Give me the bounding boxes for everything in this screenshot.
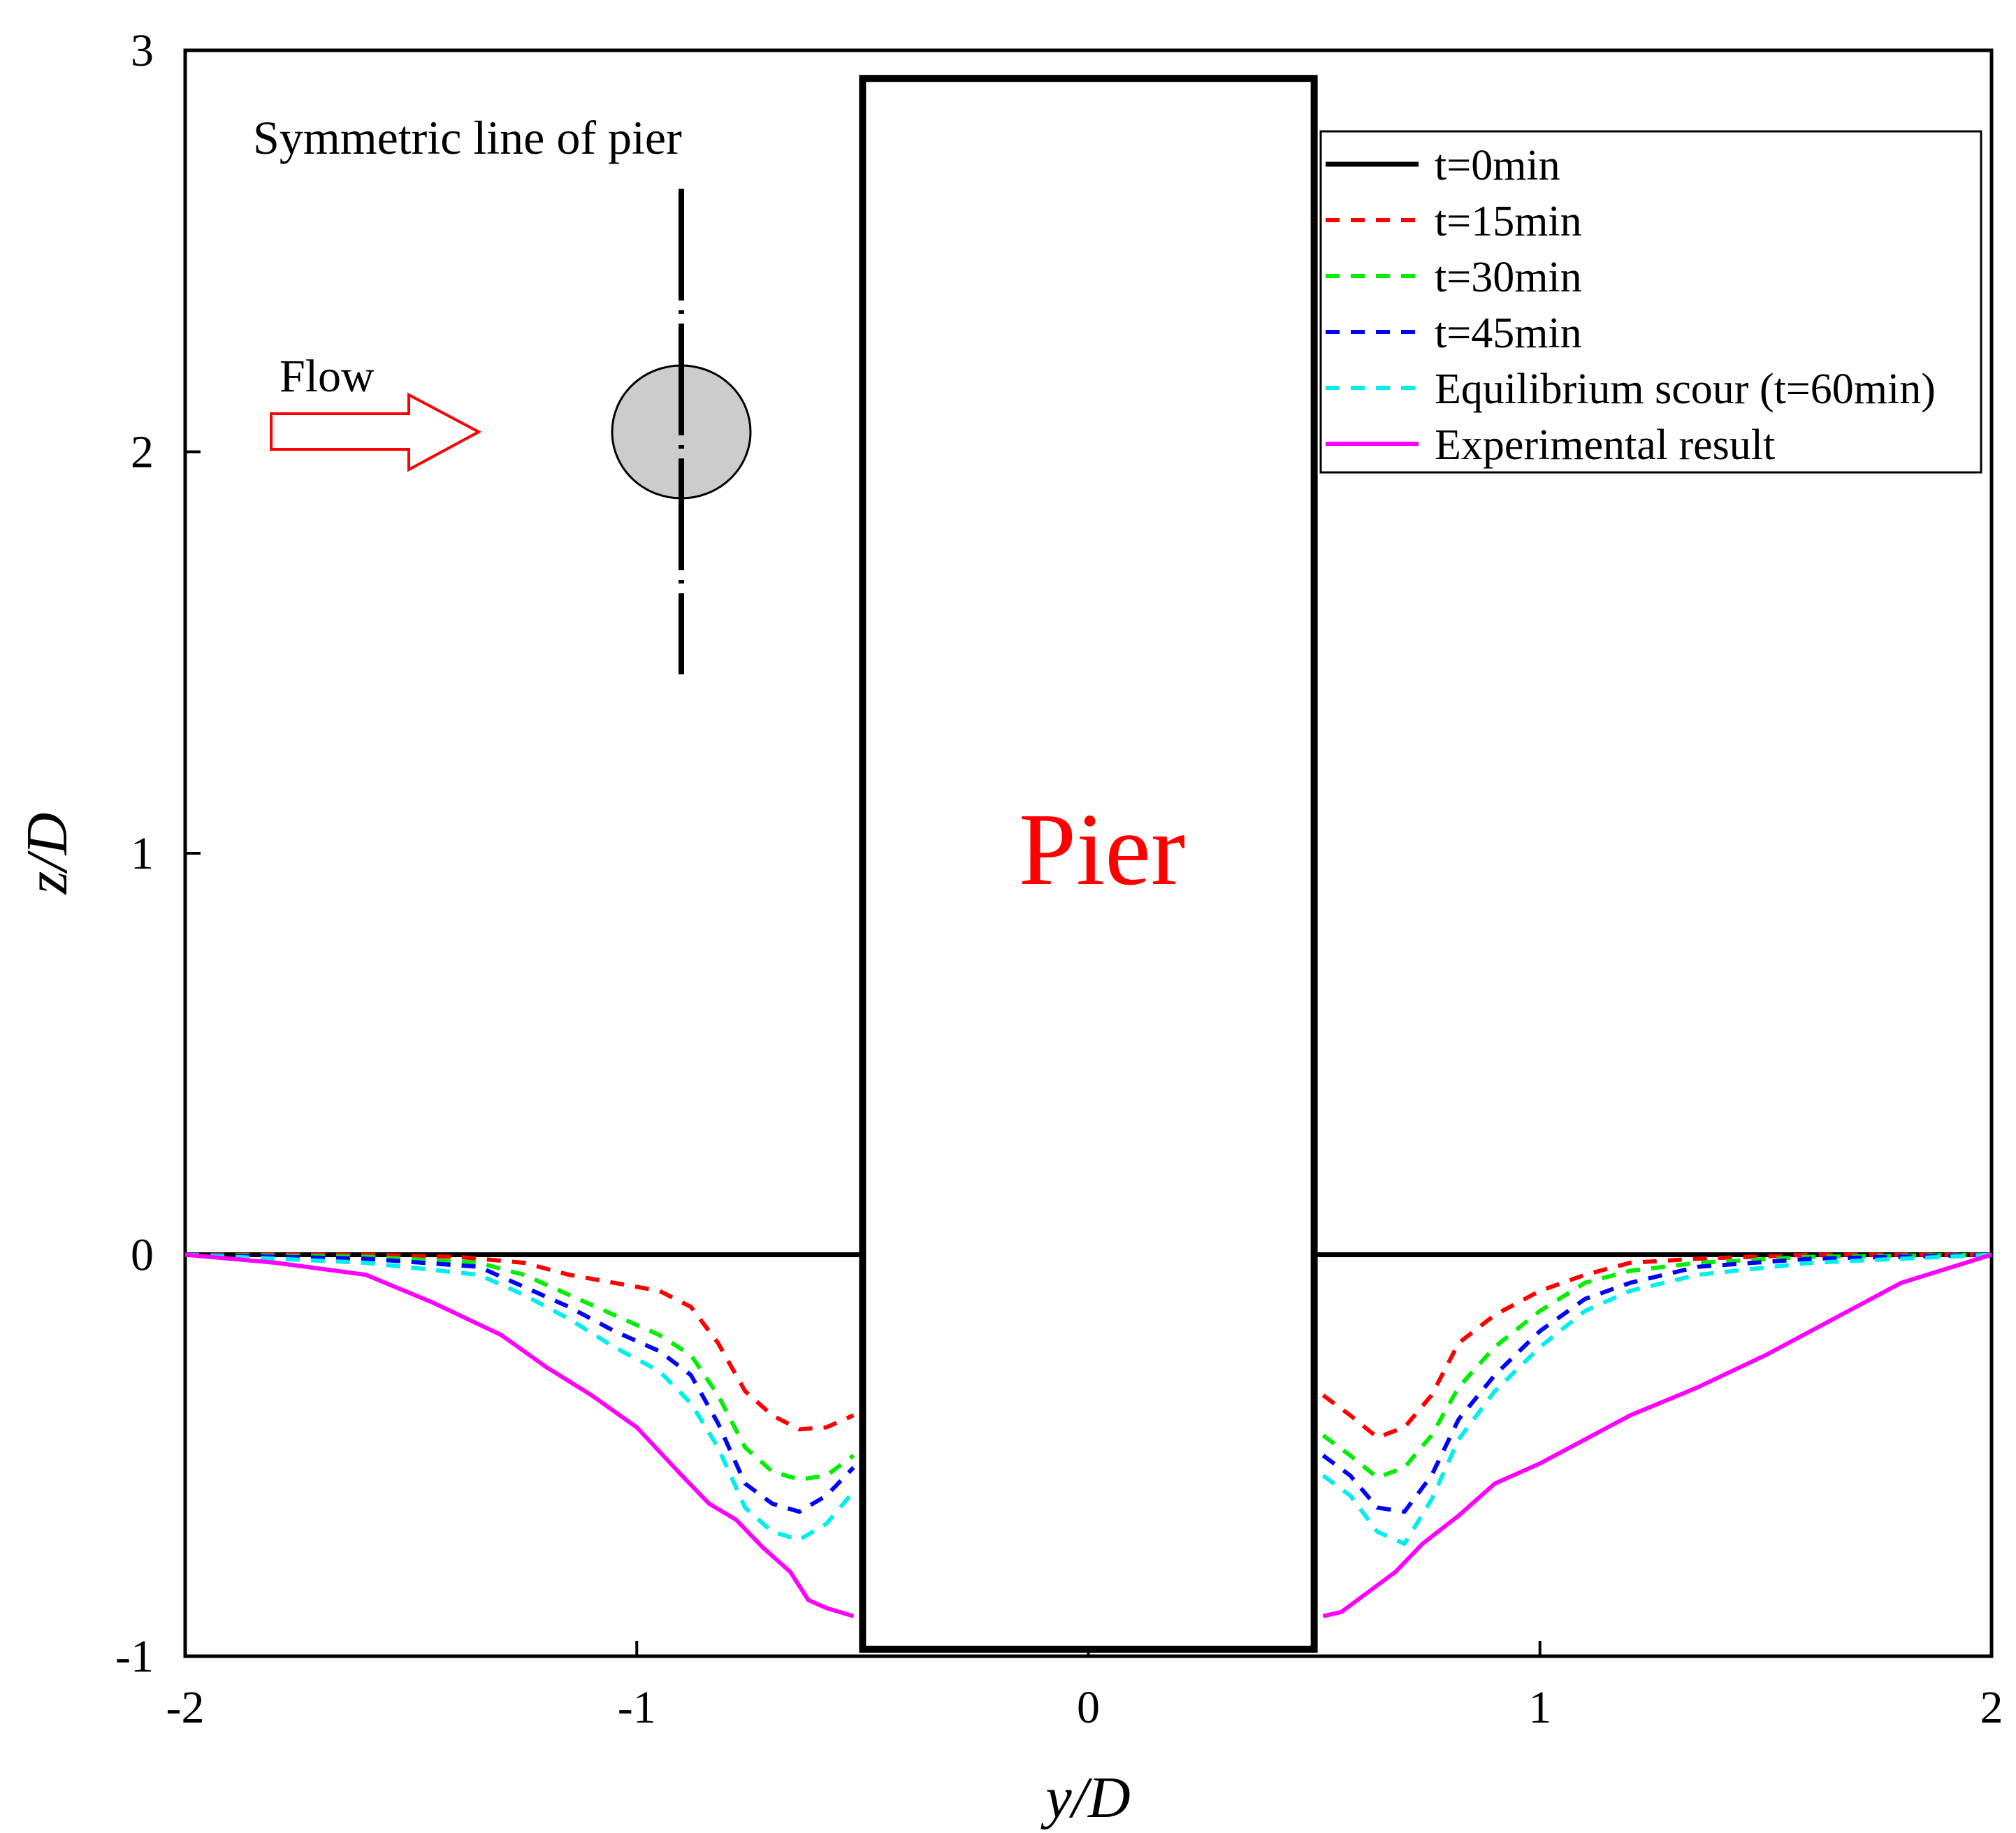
series-line-t-45min-right bbox=[1321, 1252, 1992, 1514]
flow-label: Flow bbox=[280, 351, 375, 402]
series-line-t-45min-left bbox=[184, 1252, 855, 1514]
legend-label-experimental-result: Experimental result bbox=[1435, 421, 1775, 469]
x-tick-label: 0 bbox=[1077, 1682, 1100, 1733]
x-tick-label: 1 bbox=[1528, 1682, 1551, 1733]
series-line-equilibrium-scour-t-60min-left bbox=[184, 1252, 855, 1542]
y-tick-label: 2 bbox=[131, 427, 154, 478]
y-tick-label: 3 bbox=[131, 25, 154, 76]
flow-arrow-icon bbox=[270, 392, 482, 472]
legend: t=0min t=15min t=30min t=45min Equilibrium s… bbox=[1319, 130, 1982, 474]
pier-label: Pier bbox=[1019, 792, 1185, 907]
legend-entries: t=0min t=15min t=30min t=45min Equilibrium s… bbox=[1326, 142, 1936, 469]
series-line-t-15min-left bbox=[185, 1252, 855, 1432]
y-tick-label: -1 bbox=[115, 1631, 154, 1682]
series-line-t-15min-right bbox=[1321, 1252, 1992, 1440]
symmetric-line-label: Symmetric line of pier bbox=[253, 111, 682, 164]
x-tick-label: 2 bbox=[1980, 1682, 2003, 1733]
y-axis-label: z/D bbox=[15, 813, 80, 895]
x-tick-label: -1 bbox=[618, 1682, 656, 1733]
series-group bbox=[184, 1252, 1992, 1618]
x-tick-label: -2 bbox=[166, 1682, 205, 1733]
flow-arrow-annotation: Flow bbox=[270, 351, 482, 472]
legend-label-t-45min: t=45min bbox=[1435, 310, 1582, 357]
legend-box bbox=[1319, 130, 1982, 474]
series-line-t-30min-left bbox=[184, 1252, 855, 1482]
x-axis-label: y/D bbox=[1040, 1765, 1130, 1830]
pier-rectangle bbox=[859, 75, 1318, 1653]
symmetric-line-inset: Symmetric line of pier bbox=[253, 111, 752, 674]
legend-label-equilibrium-scour-t-60min: Equilibrium scour (t=60min) bbox=[1435, 365, 1936, 413]
legend-label-t-0min: t=0min bbox=[1435, 142, 1560, 189]
series-line-experimental-result-left bbox=[184, 1252, 855, 1618]
series-line-equilibrium-scour-t-60min-right bbox=[1321, 1252, 1992, 1546]
y-tick-label: 1 bbox=[131, 828, 154, 879]
series-line-experimental-result-right bbox=[1322, 1252, 1992, 1618]
legend-label-t-30min: t=30min bbox=[1435, 254, 1582, 301]
legend-label-t-15min: t=15min bbox=[1435, 198, 1582, 245]
y-tick-label: 0 bbox=[131, 1230, 154, 1281]
